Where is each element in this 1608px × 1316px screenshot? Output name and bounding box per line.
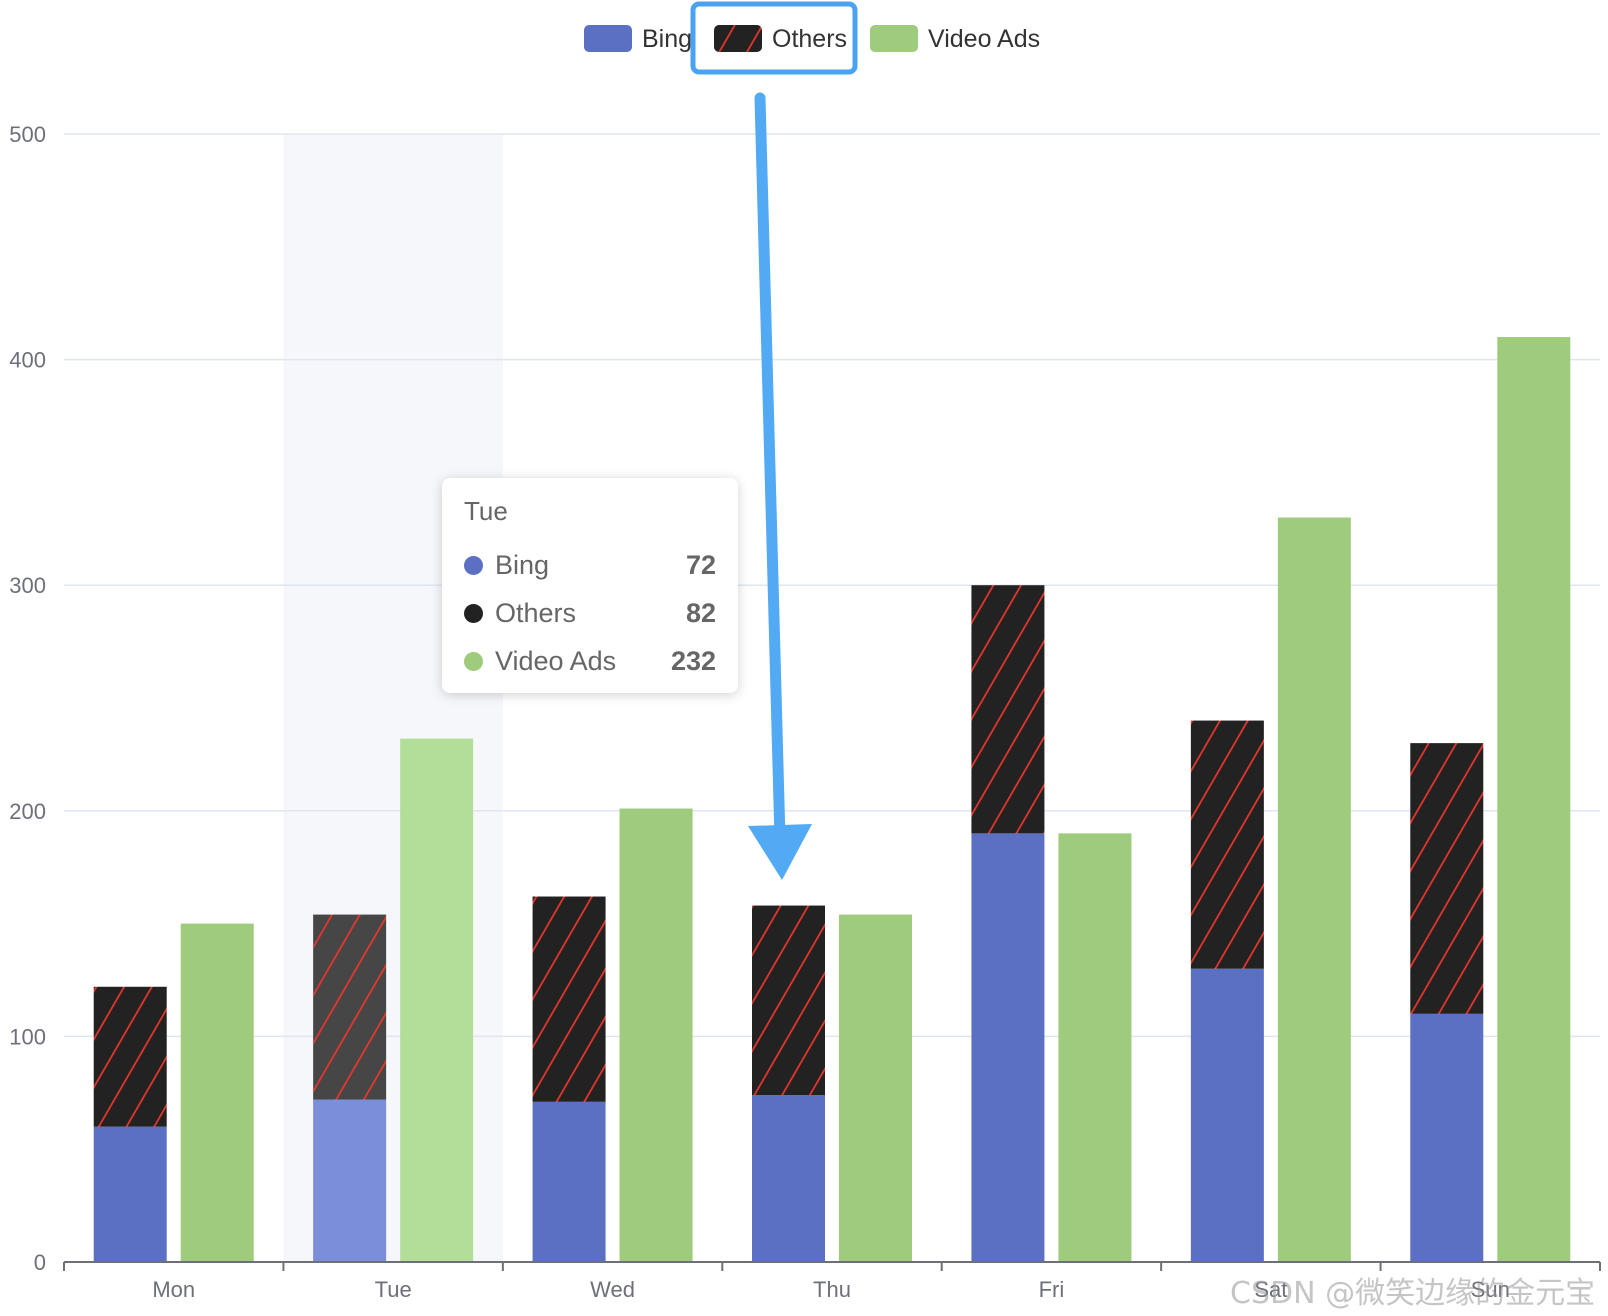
tooltip-value-video-ads: 232	[670, 645, 716, 676]
legend-label-video-ads: Video Ads	[928, 25, 1040, 53]
x-tick-label-thu: Thu	[813, 1277, 851, 1302]
tooltip-value-bing: 72	[685, 549, 716, 580]
tooltip-row-bing: Bing 72	[464, 541, 716, 589]
y-tick-label-400: 400	[9, 348, 46, 373]
annotation	[690, 1, 858, 880]
tooltip-name-bing: Bing	[495, 549, 550, 580]
bar-bing-wed	[532, 1101, 606, 1262]
y-tick-label-0: 0	[34, 1250, 46, 1275]
tooltip-dot-video-ads	[464, 651, 483, 671]
bar-others-wed	[532, 896, 606, 1102]
bar-video-ads-tue	[400, 738, 474, 1262]
annotation-arrow-shaft	[754, 92, 786, 846]
y-tick-label-100: 100	[9, 1024, 46, 1049]
tooltip: Tue Bing 72 Others 82 Video Ads 232	[442, 478, 738, 693]
tooltip-title: Tue	[464, 496, 508, 526]
x-tick-label-wed: Wed	[590, 1277, 635, 1302]
bar-others-sat	[1190, 720, 1264, 969]
x-tick-label-fri: Fri	[1039, 1277, 1065, 1302]
tooltip-row-video-ads: Video Ads 232	[464, 637, 716, 685]
bar-others-thu	[752, 905, 825, 1096]
bar-others-mon	[93, 986, 167, 1127]
bar-bing-sat	[1190, 968, 1264, 1262]
bar-bing-tue	[313, 1099, 387, 1262]
bar-video-ads-fri	[1058, 833, 1132, 1262]
bar-bing-mon	[93, 1126, 167, 1262]
bar-others-sun	[1410, 743, 1484, 1014]
bar-video-ads-thu	[839, 914, 912, 1262]
bar-video-ads-sun	[1497, 337, 1571, 1262]
x-tick-label-sun: Sun	[1471, 1277, 1510, 1302]
y-tick-label-200: 200	[9, 799, 46, 824]
bar-bing-sun	[1410, 1013, 1484, 1262]
bar-video-ads-sat	[1277, 517, 1351, 1262]
tooltip-dot-others	[464, 603, 483, 623]
legend-label-others: Others	[772, 25, 847, 53]
bars	[93, 337, 1571, 1262]
tooltip-dot-bing	[464, 555, 483, 575]
bar-video-ads-wed	[619, 808, 693, 1262]
tooltip-row-others: Others 82	[464, 589, 716, 637]
bar-video-ads-mon	[180, 923, 254, 1262]
legend-swatch-video-ads	[870, 25, 918, 52]
x-tick-label-sat: Sat	[1254, 1277, 1287, 1302]
tooltip-name-video-ads: Video Ads	[495, 645, 617, 676]
legend: Bing Others Video Ads	[584, 25, 1040, 53]
legend-label-bing: Bing	[642, 25, 692, 53]
annotation-arrow-head	[748, 824, 812, 880]
legend-swatch-bing	[584, 25, 632, 52]
y-tick-label-300: 300	[9, 573, 46, 598]
legend-swatch-others	[714, 25, 762, 52]
x-tick-label-mon: Mon	[152, 1277, 195, 1302]
tooltip-value-others: 82	[685, 597, 716, 628]
bar-others-fri	[971, 585, 1045, 834]
x-tick-label-tue: Tue	[375, 1277, 412, 1302]
bar-bing-fri	[971, 833, 1045, 1262]
tooltip-name-others: Others	[495, 597, 577, 628]
bar-bing-thu	[752, 1095, 825, 1262]
bar-others-tue	[313, 914, 387, 1100]
watermark: CSDN @微笑边缘的金元宝	[1230, 1276, 1596, 1311]
y-tick-label-500: 500	[9, 122, 46, 147]
axes: 0 100 200 300 400 500 Mon Tue Wed Thu Fri Sat Sun	[9, 122, 1601, 1302]
legend-highlight-box	[690, 1, 858, 75]
